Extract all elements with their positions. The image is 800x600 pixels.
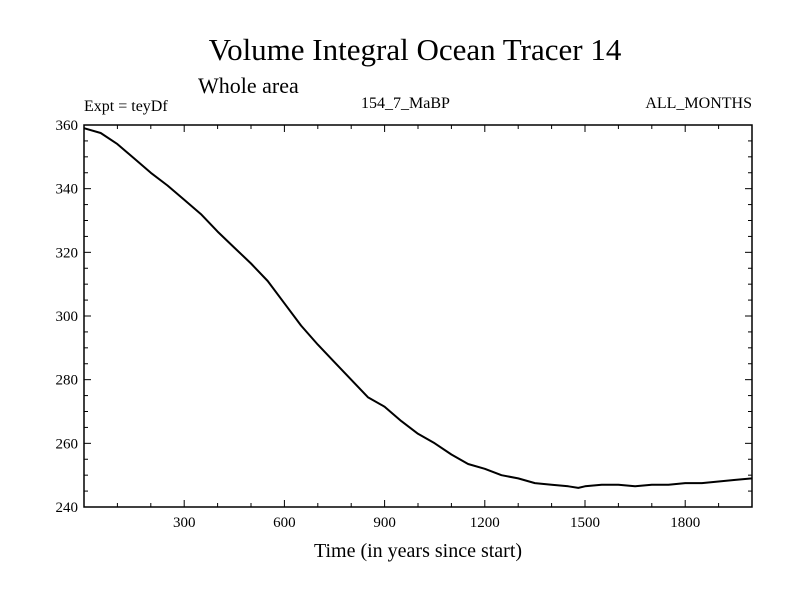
x-tick-label: 1500 — [570, 515, 600, 531]
axis-ticks — [84, 125, 752, 507]
y-tick-label: 340 — [56, 182, 79, 198]
x-tick-label: 1800 — [670, 515, 700, 531]
y-tick-label: 240 — [56, 500, 79, 516]
y-tick-label: 300 — [56, 309, 79, 325]
chart-subtitle: Whole area — [198, 73, 299, 98]
months-label: ALL_MONTHS — [645, 95, 752, 112]
tick-labels: 300 600 900 1200 1500 1800 240 260 280 300 320 340 3… — [56, 118, 701, 531]
y-tick-label: 320 — [56, 245, 79, 261]
y-tick-label: 280 — [56, 373, 79, 389]
x-tick-label: 300 — [173, 515, 196, 531]
series-line — [83, 127, 753, 489]
x-tick-label: 900 — [373, 515, 396, 531]
x-tick-label: 1200 — [470, 515, 500, 531]
y-tick-label: 360 — [56, 118, 79, 134]
x-axis-label: Time (in years since start) — [314, 540, 522, 562]
experiment-label: Expt = teyDf — [84, 98, 168, 115]
series-group — [83, 127, 753, 489]
x-tick-label: 600 — [273, 515, 296, 531]
y-tick-label: 260 — [56, 436, 79, 452]
run-id-label: 154_7_MaBP — [361, 95, 450, 112]
chart-title: Volume Integral Ocean Tracer 14 — [209, 32, 622, 67]
plot-frame — [83, 124, 753, 508]
